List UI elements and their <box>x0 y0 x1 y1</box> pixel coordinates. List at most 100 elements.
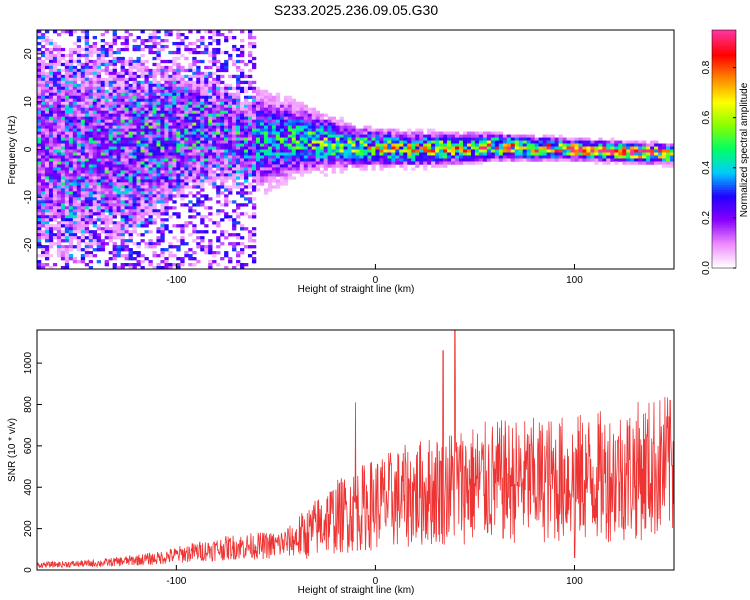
heatmap-cell <box>120 239 125 243</box>
heatmap-cell <box>80 119 86 123</box>
heatmap-cell <box>180 98 185 102</box>
heatmap-cell <box>132 65 137 70</box>
heatmap-cell <box>208 119 213 123</box>
heatmap-cell <box>112 86 117 91</box>
heatmap-cell <box>176 266 181 270</box>
heatmap-cell <box>200 77 205 82</box>
heatmap-cell <box>490 143 496 147</box>
heatmap-cell <box>100 203 105 207</box>
heatmap-cell <box>124 44 129 49</box>
heatmap-cell <box>279 167 285 171</box>
heatmap-cell <box>347 134 352 138</box>
heatmap-cell <box>96 131 101 135</box>
heatmap-cell <box>128 104 133 108</box>
heatmap-cell <box>52 131 58 135</box>
colorbar-segment <box>712 79 736 83</box>
heatmap-cell <box>419 128 424 132</box>
heatmap-cell <box>168 89 173 94</box>
heatmap-cell <box>80 92 86 97</box>
heatmap-cell <box>275 140 281 144</box>
heatmap-cell <box>52 149 58 153</box>
colorbar-segment <box>712 184 736 188</box>
heatmap-cell <box>68 197 74 201</box>
heatmap-cell <box>208 95 213 100</box>
heatmap-cell <box>48 113 54 117</box>
heatmap-cell <box>188 122 193 126</box>
heatmap-cell <box>100 191 105 195</box>
heatmap-cell <box>251 206 257 210</box>
heatmap-cell <box>52 161 58 165</box>
heatmap-cell <box>72 65 78 70</box>
heatmap-cell <box>96 149 101 153</box>
heatmap-cell <box>180 257 185 261</box>
heatmap-cell <box>128 248 133 252</box>
heatmap-cell <box>267 164 273 168</box>
heatmap-cell <box>236 128 241 132</box>
heatmap-cell <box>228 35 233 40</box>
heatmap-cell <box>590 146 595 150</box>
heatmap-cell <box>188 143 193 147</box>
heatmap-cell <box>534 143 539 147</box>
colorbar-segment <box>712 110 736 114</box>
heatmap-cell <box>180 230 185 234</box>
heatmap-cell <box>116 254 121 258</box>
heatmap-cell <box>240 167 245 171</box>
heatmap-cell <box>379 134 384 138</box>
heatmap-cell <box>411 137 416 141</box>
heatmap-cell <box>303 137 309 141</box>
heatmap-cell <box>267 149 273 153</box>
heatmap-cell <box>116 221 121 225</box>
heatmap-cell <box>263 161 269 165</box>
heatmap-cell <box>40 77 46 82</box>
heatmap-cell <box>104 149 109 153</box>
heatmap-cell <box>88 107 94 111</box>
heatmap-cell <box>248 74 253 79</box>
heatmap-cell <box>37 50 42 55</box>
heatmap-cell <box>88 161 94 165</box>
heatmap-cell <box>606 146 611 150</box>
heatmap-cell <box>116 188 121 192</box>
heatmap-cell <box>295 158 301 162</box>
heatmap-cell <box>359 155 364 159</box>
heatmap-cell <box>196 92 201 97</box>
heatmap-cell <box>68 101 74 105</box>
heatmap-cell <box>68 59 74 64</box>
heatmap-cell <box>212 170 217 174</box>
heatmap-cell <box>80 227 86 231</box>
heatmap-cell <box>379 137 384 141</box>
heatmap-cell <box>48 71 54 76</box>
heatmap-cell <box>184 104 189 108</box>
heatmap-cell <box>168 263 173 267</box>
heatmap-cell <box>164 227 169 231</box>
heatmap-cell <box>220 32 225 37</box>
heatmap-cell <box>148 239 153 243</box>
colorbar-segment <box>712 125 736 128</box>
heatmap-cell <box>363 128 368 132</box>
heatmap-cell <box>188 83 193 88</box>
heatmap-cell <box>160 137 165 141</box>
heatmap-cell <box>80 221 86 225</box>
heatmap-cell <box>228 233 233 237</box>
heatmap-cell <box>56 182 62 186</box>
heatmap-cell <box>176 83 181 88</box>
heatmap-cell <box>144 170 149 174</box>
heatmap-cell <box>220 149 225 153</box>
heatmap-cell <box>228 152 233 156</box>
heatmap-cell <box>108 101 113 105</box>
heatmap-cell <box>550 149 555 153</box>
heatmap-cell <box>251 98 257 102</box>
heatmap-cell <box>148 146 153 150</box>
heatmap-cell <box>104 230 109 234</box>
heatmap-cell <box>88 110 94 114</box>
heatmap-cell <box>140 68 145 73</box>
heatmap-cell <box>124 248 129 252</box>
heatmap-cell <box>204 155 209 159</box>
heatmap-cell <box>395 149 400 153</box>
heatmap-cell <box>48 230 54 234</box>
heatmap-cell <box>236 242 241 246</box>
heatmap-cell <box>56 83 62 88</box>
heatmap-cell <box>112 92 117 97</box>
heatmap-cell <box>391 146 396 150</box>
heatmap-cell <box>259 146 265 150</box>
heatmap-cell <box>335 134 340 138</box>
